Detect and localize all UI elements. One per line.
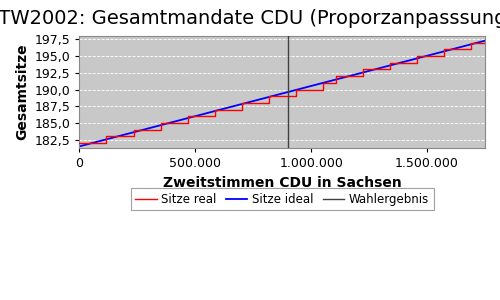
- Sitze real: [468, 41, 474, 44]
- Sitze real: [225, 108, 231, 111]
- Line: Sitze real: Sitze real: [80, 43, 485, 143]
- Sitze real: [428, 54, 434, 58]
- Sitze real: [76, 141, 82, 145]
- Sitze real: [482, 41, 488, 44]
- Sitze real: [292, 88, 298, 91]
- Sitze real: [320, 81, 326, 85]
- Sitze real: [171, 121, 177, 125]
- X-axis label: Zweitstimmen CDU in Sachsen: Zweitstimmen CDU in Sachsen: [163, 176, 402, 190]
- Text: BTW2002: Gesamtmandate CDU (Proporzanpasssung): BTW2002: Gesamtmandate CDU (Proporzanpas…: [0, 9, 500, 28]
- Legend: Sitze real, Sitze ideal, Wahlergebnis: Sitze real, Sitze ideal, Wahlergebnis: [130, 188, 434, 210]
- Sitze real: [158, 121, 164, 125]
- Y-axis label: Gesamtsitze: Gesamtsitze: [15, 44, 29, 140]
